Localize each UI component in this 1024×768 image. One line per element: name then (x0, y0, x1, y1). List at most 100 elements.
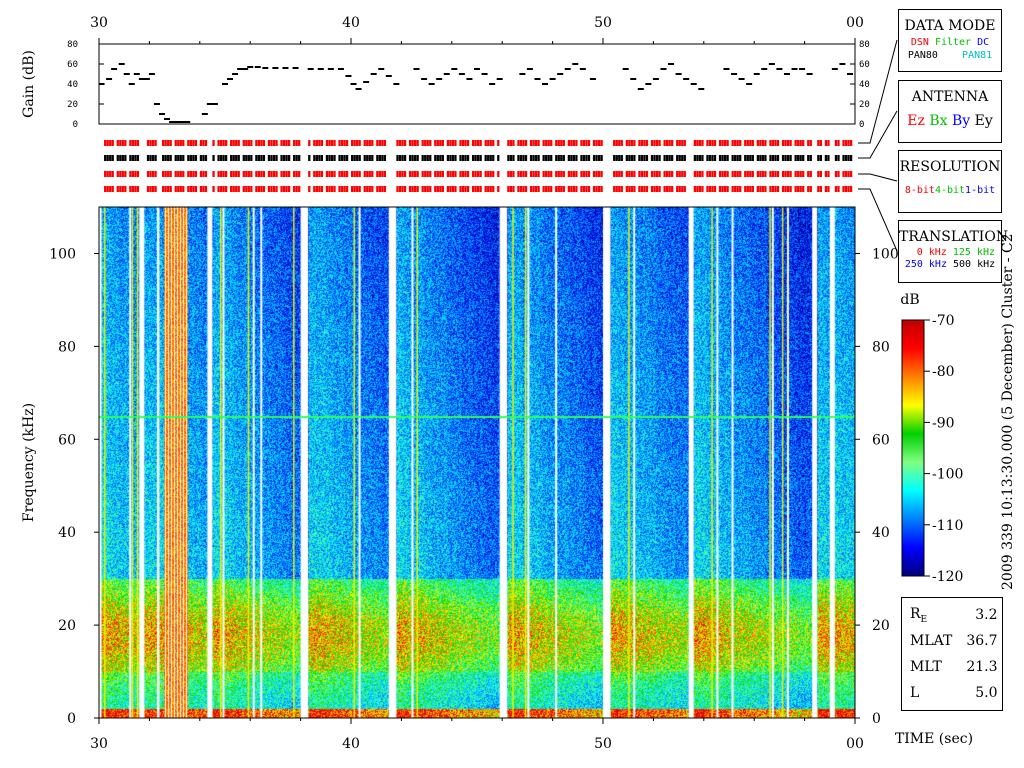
mode-strip-segment (109, 140, 112, 146)
mode-strip-segment (111, 171, 114, 177)
mode-strip-segment (545, 171, 548, 177)
time-tick-label-top: 30 (90, 15, 108, 31)
mode-strip-segment (313, 155, 316, 161)
mode-strip-segment (542, 186, 545, 192)
mode-strip-segment (597, 171, 601, 177)
mode-strip-segment (693, 186, 696, 192)
mode-strip-segment (517, 140, 520, 146)
gain-tick-label-left: 0 (73, 120, 78, 130)
mode-strip-segment (330, 171, 334, 177)
mode-strip-segment (776, 186, 780, 192)
mode-strip-segment (615, 171, 618, 177)
mode-strip-segment (212, 171, 215, 177)
mode-strip-segment (824, 171, 828, 177)
mode-strip-segment (250, 140, 253, 146)
time-tick-label-bottom: 00 (846, 736, 864, 752)
mode-strip-segment (466, 186, 470, 192)
mode-strip-segment (842, 155, 845, 161)
mode-strip-segment (187, 186, 190, 192)
mode-strip-segment (408, 186, 412, 192)
mode-strip-segment (592, 186, 596, 192)
mode-strip-segment (474, 155, 477, 161)
mode-strip-segment (698, 186, 702, 192)
mode-strip-segment (106, 171, 109, 177)
mode-strip-segment (663, 171, 666, 177)
mode-strip-segment (809, 186, 812, 192)
mode-strip-segment (731, 171, 734, 177)
mode-strip-segment (106, 186, 109, 192)
mode-strip-segment (343, 171, 346, 177)
mode-strip-segment (786, 171, 790, 177)
mode-strip-segment (771, 155, 775, 161)
mode-strip-segment (408, 155, 412, 161)
mode-strip-segment (371, 140, 374, 146)
mode-strip-segment (282, 186, 286, 192)
mode-strip-segment (345, 155, 349, 161)
mode-strip-segment (827, 140, 830, 146)
gain-panel (98, 63, 853, 123)
mode-strip-segment (333, 186, 336, 192)
mode-strip-segment (726, 155, 729, 161)
mode-strip-segment (338, 140, 341, 146)
freq-tick-label-right: 40 (872, 525, 890, 541)
mode-strip-segment (655, 186, 659, 192)
mode-strip-segment (761, 140, 765, 146)
mode-strip-segment (759, 186, 762, 192)
mode-strip-segment (555, 171, 558, 177)
translation-row2: 250 kHz 500 kHz (899, 259, 1001, 270)
mode-strip-segment (555, 140, 558, 146)
mode-strip-segment (492, 186, 495, 192)
mode-strip-segment (706, 140, 709, 146)
mode-strip-segment (529, 171, 533, 177)
mode-strip-segment (146, 186, 150, 192)
mode-strip-segment (288, 155, 291, 161)
mode-strip-segment (219, 155, 223, 161)
mode-strip-segment (436, 171, 439, 177)
mode-strip-segment (434, 171, 437, 177)
mode-strip-segment (781, 140, 785, 146)
data-mode-dsn: DSN (910, 37, 929, 48)
mode-strip-segment (232, 186, 235, 192)
mode-strip-segment (154, 171, 157, 177)
mode-strip-segment (842, 186, 845, 192)
mode-strip-segment (182, 171, 185, 177)
mode-strip-segment (844, 171, 848, 177)
mode-strip-segment (441, 171, 444, 177)
mode-strip-segment (489, 155, 492, 161)
mode-strip-segment (769, 171, 772, 177)
mode-strip-segment (776, 140, 780, 146)
mode-strip-segment (194, 186, 198, 192)
mode-strip-segment (739, 171, 742, 177)
freq-tick-label-right: 100 (872, 246, 899, 262)
mode-strip-segment (837, 155, 840, 161)
mode-strip-segment (169, 155, 172, 161)
mode-strip-segment (809, 171, 812, 177)
gain-tick-label-left: 20 (67, 100, 78, 110)
mode-strip-segment (708, 155, 712, 161)
mode-strip-segment (414, 171, 417, 177)
mode-strip-segment (217, 186, 220, 192)
mode-strip-segment (285, 171, 288, 177)
mode-strip-segment (698, 171, 702, 177)
mode-strip-segment (381, 140, 384, 146)
mode-strip-segment (620, 186, 623, 192)
mode-strip-segment (575, 171, 578, 177)
mode-strip-segment (199, 171, 203, 177)
mode-strip-segment (492, 155, 495, 161)
mode-strip-segment (441, 140, 444, 146)
mode-strip-segment (358, 186, 361, 192)
mode-strip-segment (464, 140, 467, 146)
mode-strip-segment (744, 186, 747, 192)
mode-strip-segment (615, 140, 618, 146)
info-row-l: L 5.0 (902, 680, 1004, 706)
mode-strip-segment (154, 140, 157, 146)
mode-strip-segment (424, 155, 427, 161)
mode-strip-segment (121, 140, 124, 146)
mode-strip-segment (797, 171, 800, 177)
mode-strip-segment (761, 155, 765, 161)
info-label-re: RE (910, 605, 928, 625)
mode-strip-segment (666, 186, 669, 192)
mode-strip-segment (524, 186, 528, 192)
mode-strip-segment (671, 186, 674, 192)
mode-strip-segment (272, 171, 276, 177)
